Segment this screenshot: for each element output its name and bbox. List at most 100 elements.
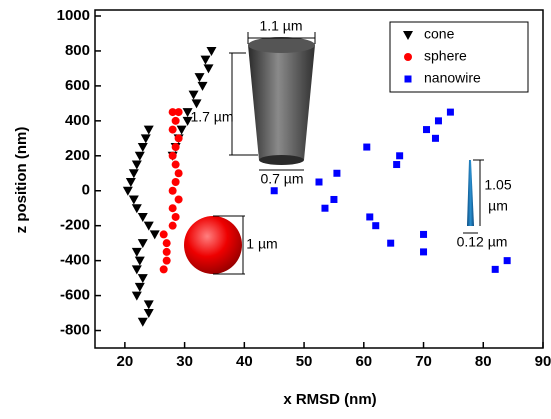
plot-frame <box>94 9 544 349</box>
y-tick-label: -400 <box>60 252 90 269</box>
point <box>270 187 278 195</box>
point <box>137 274 148 284</box>
point <box>168 125 177 134</box>
point <box>143 221 154 231</box>
x-tick-label: 60 <box>355 353 372 370</box>
point <box>143 125 154 135</box>
point <box>159 265 168 274</box>
point <box>143 300 154 310</box>
y-tick-label: -200 <box>60 217 90 234</box>
point <box>162 247 171 256</box>
legend-label: nanowire <box>424 70 481 86</box>
x-tick-label: 90 <box>535 353 551 370</box>
annotation: 1.7 µm <box>190 109 233 125</box>
point <box>171 178 180 186</box>
point <box>200 55 211 65</box>
point <box>366 213 374 221</box>
point <box>137 212 148 222</box>
point <box>137 239 148 249</box>
annotation: 1.1 µm <box>259 18 302 34</box>
annotation: 0.7 µm <box>260 171 303 187</box>
legend-box <box>389 21 529 93</box>
nanowire-shape <box>463 159 484 234</box>
point <box>131 160 142 170</box>
legend-marker <box>404 75 412 83</box>
point <box>330 195 338 203</box>
annotation: 1.05 <box>484 177 511 193</box>
point <box>176 125 187 135</box>
point <box>131 291 142 301</box>
point <box>159 230 168 239</box>
point <box>134 151 145 161</box>
point <box>363 143 371 151</box>
point <box>372 222 380 230</box>
y-tick-label: 600 <box>65 77 90 94</box>
point <box>171 143 180 152</box>
point <box>174 195 183 204</box>
annotation: µm <box>488 198 508 214</box>
point <box>125 178 136 187</box>
point <box>206 46 217 56</box>
x-tick-label: 30 <box>176 353 193 370</box>
point <box>315 178 323 186</box>
point <box>168 221 177 230</box>
point <box>168 186 177 195</box>
y-tick-label: 400 <box>65 112 90 129</box>
y-tick-label: 800 <box>65 42 90 59</box>
point <box>171 160 180 169</box>
point <box>174 108 183 117</box>
point <box>188 90 199 100</box>
point <box>143 309 154 319</box>
point <box>174 169 183 178</box>
point <box>174 134 183 143</box>
y-axis-label: z position (nm) <box>13 127 30 234</box>
point <box>393 161 401 169</box>
x-tick-label: 80 <box>475 353 492 370</box>
y-tick-label: 1000 <box>57 7 90 24</box>
point <box>162 239 171 248</box>
legend-label: cone <box>424 26 455 42</box>
point <box>431 134 439 142</box>
point <box>168 204 177 213</box>
sphere-shape <box>184 215 245 275</box>
x-axis-label: x RMSD (nm) <box>283 391 376 408</box>
annotation: 0.12 µm <box>457 234 508 250</box>
point <box>137 143 148 153</box>
point <box>333 169 341 177</box>
point <box>321 204 329 212</box>
x-tick-label: 20 <box>117 353 134 370</box>
y-tick-label: 0 <box>82 182 90 199</box>
x-tick-label: 70 <box>415 353 432 370</box>
point <box>149 230 160 240</box>
y-tick-label: -800 <box>60 321 90 338</box>
point <box>434 117 442 125</box>
point <box>171 212 180 221</box>
point <box>122 186 133 196</box>
point <box>134 256 145 266</box>
point <box>134 282 145 292</box>
point <box>503 257 511 265</box>
x-tick-label: 40 <box>236 353 253 370</box>
point <box>182 108 193 118</box>
point <box>171 116 180 125</box>
x-tick-label: 50 <box>296 353 313 370</box>
point <box>191 99 202 109</box>
annotation: 1 µm <box>246 236 277 252</box>
point <box>182 116 193 126</box>
point <box>420 248 428 256</box>
point <box>128 195 139 205</box>
point <box>140 134 151 144</box>
point <box>137 317 148 327</box>
point <box>194 73 205 83</box>
point <box>446 108 454 116</box>
point <box>168 151 177 160</box>
point <box>491 265 499 273</box>
y-tick-label: 200 <box>65 147 90 164</box>
point <box>420 230 428 238</box>
cone-shape <box>229 32 316 171</box>
point <box>131 204 142 214</box>
point <box>131 247 142 257</box>
point <box>131 265 142 275</box>
legend-marker <box>403 31 413 40</box>
